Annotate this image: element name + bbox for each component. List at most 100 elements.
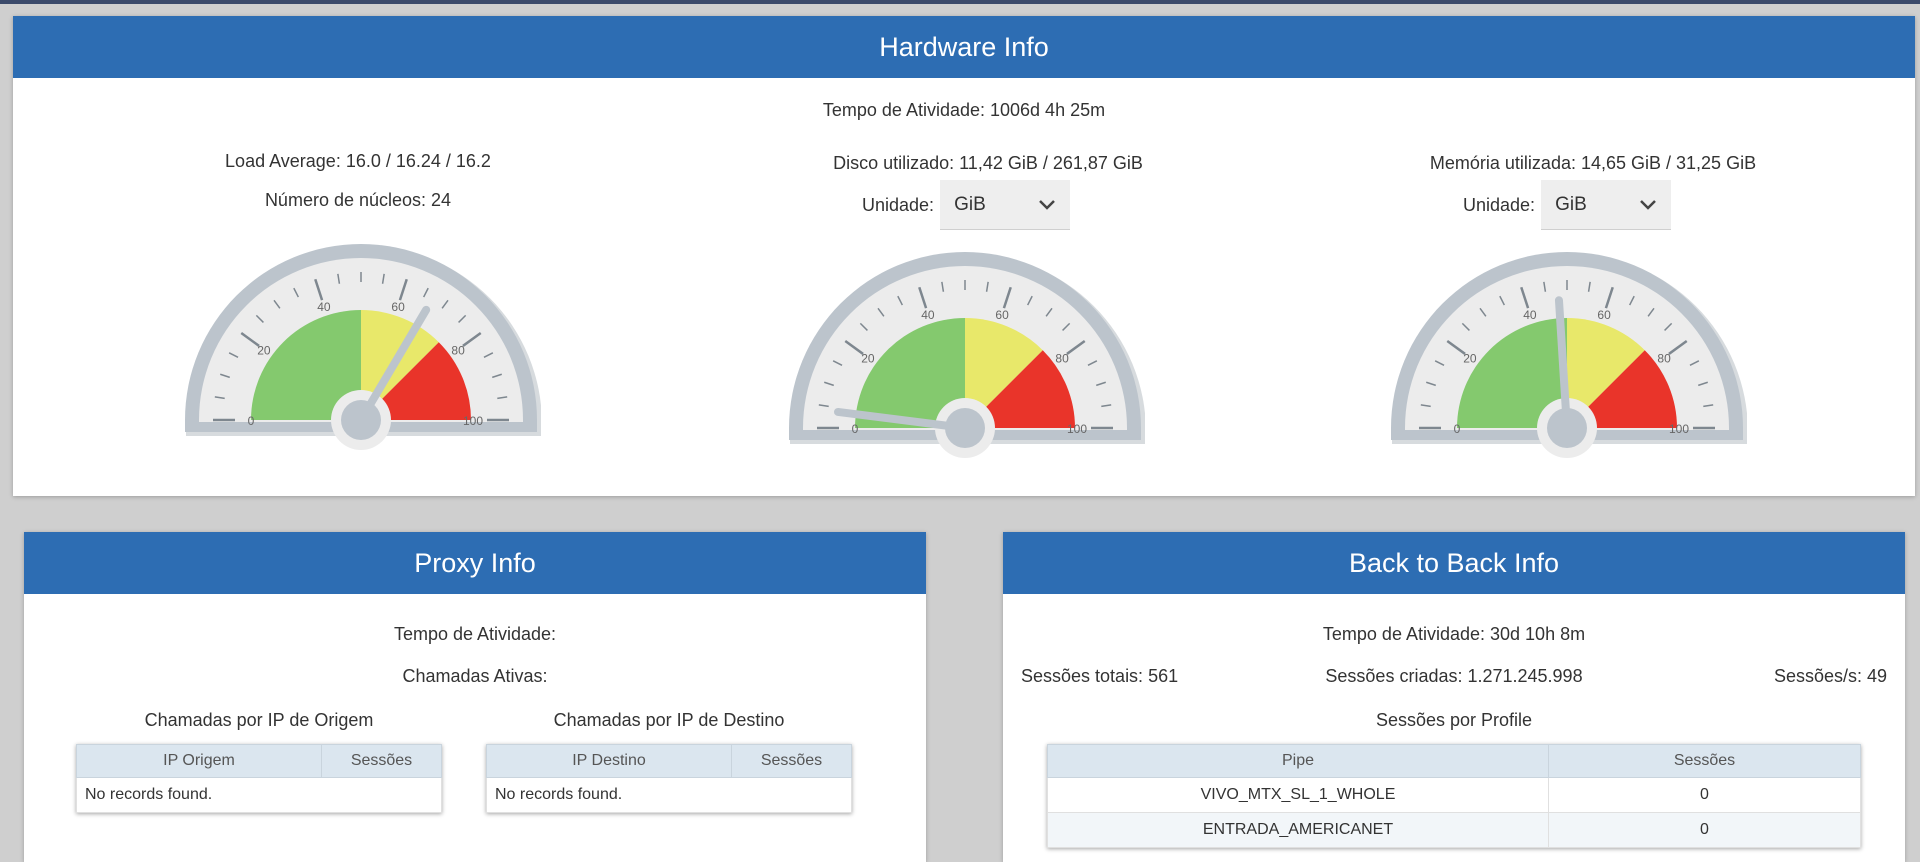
gauge-tick <box>441 299 449 309</box>
gauge-tick <box>818 404 829 408</box>
gauge-tick <box>314 278 324 301</box>
gauge-tick <box>832 360 843 367</box>
gauge-tick <box>918 286 928 309</box>
gauge-tick <box>1045 307 1053 317</box>
gauge-needle <box>1554 296 1571 432</box>
sessions-cell: 0 <box>1548 812 1861 848</box>
gauge-tick <box>228 352 239 359</box>
gauge-tick <box>492 373 502 379</box>
gauge-tick <box>1668 339 1688 355</box>
proxy-uptime: Tempo de Atividade: <box>393 624 557 644</box>
memory-unit-value: GiB <box>1555 193 1587 215</box>
hardware-uptime: Tempo de Atividade: 1006d 4h 25m <box>822 100 1106 120</box>
column-header[interactable]: IP Origem <box>76 744 322 778</box>
created-sessions: Sessões criadas: 1.271.245.998 <box>1325 666 1583 686</box>
gauge-tick <box>1698 381 1708 387</box>
disk-unit-value: GiB <box>954 193 986 215</box>
gauge-tick-label: 100 <box>463 414 483 428</box>
gauge-tick <box>1543 281 1547 292</box>
gauge-tick <box>1587 281 1591 292</box>
gauge-tick <box>985 281 989 292</box>
profile-sessions-table: Pipe Sessões VIVO_MTX_SL_1_WHOLE 0 ENTRA… <box>1047 744 1861 848</box>
disk-gauge: 0 20 40 60 80 100 <box>789 252 1145 458</box>
column-header[interactable]: Pipe <box>1047 744 1549 778</box>
gauge-tick <box>1087 360 1098 367</box>
gauge-tick <box>824 381 834 387</box>
b2b-uptime: Tempo de Atividade: 30d 10h 8m <box>1322 624 1586 644</box>
gauge-tick-label: 80 <box>451 343 465 357</box>
column-header[interactable]: IP Destino <box>486 744 732 778</box>
gauge-tick <box>1647 307 1655 317</box>
hardware-panel: Hardware Info Tempo de Atividade: 1006d … <box>13 16 1915 496</box>
gauge-band-green <box>251 310 361 420</box>
column-header[interactable]: Sessões <box>321 744 442 778</box>
origin-calls-table: IP Origem Sessões No records found. <box>76 744 442 813</box>
gauge-tick <box>1101 404 1112 408</box>
memory-unit-select[interactable]: GiB <box>1541 180 1672 230</box>
gauge-hub <box>945 408 985 448</box>
gauge-tick <box>1446 339 1466 355</box>
gauge-tick-label: 40 <box>921 308 935 322</box>
gauge-tick <box>1420 404 1431 408</box>
gauge-tick <box>1628 295 1635 306</box>
dest-calls-table: IP Destino Sessões No records found. <box>486 744 852 813</box>
b2b-title: Back to Back Info <box>1348 547 1560 578</box>
column-header[interactable]: Sessões <box>731 744 852 778</box>
gauge-tick <box>1689 360 1700 367</box>
gauge-needle <box>357 305 431 424</box>
gauge-tick <box>422 287 429 298</box>
gauge-tick <box>844 339 864 355</box>
gauge-tick <box>398 278 408 301</box>
gauge-band-red <box>1567 350 1677 428</box>
gauge-tick <box>1026 295 1033 306</box>
disk-used: Disco utilizado: 11,42 GiB / 261,87 GiB <box>833 153 1143 173</box>
gauge-tick <box>1664 322 1673 331</box>
memory-unit-label: Unidade: <box>1463 194 1536 215</box>
gauge-tick <box>1434 360 1445 367</box>
load-average: Load Average: 16.0 / 16.24 / 16.2 <box>225 151 491 171</box>
gauge-tick <box>220 373 230 379</box>
gauge-band-red <box>361 342 471 420</box>
gauge-tick-label: 0 <box>852 422 859 436</box>
proxy-panel: Proxy Info Tempo de Atividade: Chamadas … <box>24 532 926 862</box>
gauge-tick <box>255 314 264 323</box>
empty-message: No records found. <box>486 777 852 813</box>
pipe-cell: VIVO_MTX_SL_1_WHOLE <box>1047 777 1549 813</box>
memory-unit-row: Unidade: GiB <box>1463 180 1672 230</box>
chevron-down-icon <box>1039 199 1055 210</box>
table-row[interactable]: ENTRADA_AMERICANET 0 <box>1047 812 1861 848</box>
origin-calls-title: Chamadas por IP de Origem <box>144 710 374 730</box>
proxy-title: Proxy Info <box>414 547 536 578</box>
gauge-tick-label: 100 <box>1669 422 1689 436</box>
disk-unit-row: Unidade: GiB <box>862 180 1071 230</box>
gauge-hub <box>341 400 381 440</box>
gauge-tick <box>941 281 945 292</box>
gauge-tick <box>381 273 385 284</box>
gauge-tick <box>1499 295 1506 306</box>
gauge-tick-label: 80 <box>1657 351 1671 365</box>
disk-unit-label: Unidade: <box>862 194 935 215</box>
table-row[interactable]: VIVO_MTX_SL_1_WHOLE 0 <box>1047 777 1861 813</box>
gauge-tick <box>337 273 341 284</box>
gauge-band-green <box>855 318 965 428</box>
gauge-tick <box>1066 339 1086 355</box>
sessions-per-second: Sessões/s: 49 <box>1773 666 1887 686</box>
memory-gauge: 0 20 40 60 80 100 <box>1391 252 1747 458</box>
load-gauge: 0 20 40 60 80 100 <box>185 244 541 450</box>
gauge-band-red <box>965 350 1075 428</box>
disk-unit-select[interactable]: GiB <box>940 180 1071 230</box>
gauge-tick <box>1426 381 1436 387</box>
empty-message: No records found. <box>76 777 442 813</box>
gauge-tick <box>1062 322 1071 331</box>
gauge-tick <box>859 322 868 331</box>
gauge-tick-label: 100 <box>1067 422 1087 436</box>
hardware-panel-header: Hardware Info <box>13 16 1915 78</box>
sessions-per-profile-title: Sessões por Profile <box>1375 710 1533 730</box>
hardware-title: Hardware Info <box>879 31 1049 62</box>
gauge-tick-label: 40 <box>1523 308 1537 322</box>
gauge-tick-label: 40 <box>317 300 331 314</box>
gauge-tick-label: 20 <box>861 351 875 365</box>
cores-count: Número de núcleos: 24 <box>264 190 452 210</box>
gauge-needle <box>834 407 969 432</box>
column-header[interactable]: Sessões <box>1548 744 1861 778</box>
